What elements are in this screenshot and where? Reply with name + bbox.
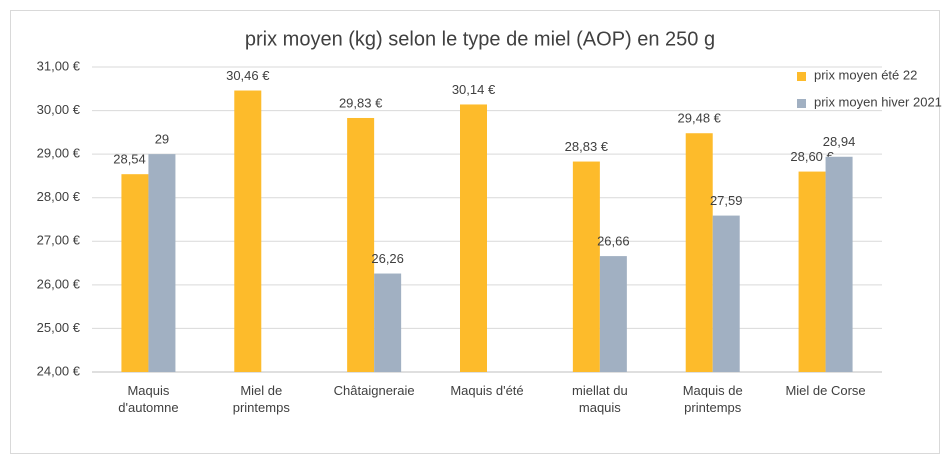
y-tick-label: 30,00 € <box>37 102 81 117</box>
bar <box>685 133 713 372</box>
bar <box>798 171 826 372</box>
bar <box>572 161 600 372</box>
bar <box>825 156 853 372</box>
legend-label: prix moyen été 22 <box>814 67 917 82</box>
bar <box>460 104 487 372</box>
y-tick-label: 31,00 € <box>37 58 81 73</box>
data-label: 30,46 € <box>226 68 270 83</box>
bar <box>374 273 402 372</box>
y-tick-label: 27,00 € <box>37 233 81 248</box>
data-label: 29 <box>155 132 169 147</box>
x-tick-label: Miel de printemps <box>233 383 291 415</box>
y-tick-label: 29,00 € <box>37 146 81 161</box>
x-tick-label: Maquis de printemps <box>683 383 743 415</box>
data-label: 29,48 € <box>678 111 722 126</box>
data-label: 26,26 <box>371 251 404 266</box>
bar <box>121 174 149 372</box>
data-label: 29,83 € <box>339 95 383 110</box>
x-tick-label: Maquis d'été <box>450 383 523 398</box>
legend-swatch <box>797 99 806 108</box>
x-tick-label: Miel de Corse <box>785 383 865 398</box>
bar <box>712 215 740 372</box>
bar <box>347 117 375 372</box>
x-tick-label: Châtaigneraie <box>334 383 415 398</box>
x-tick-label: miellat du maquis <box>572 383 628 415</box>
y-tick-label: 25,00 € <box>37 320 81 335</box>
data-label: 28,60 € <box>790 149 834 164</box>
legend-swatch <box>797 72 806 81</box>
y-tick-label: 24,00 € <box>37 363 81 378</box>
chart-title: prix moyen (kg) selon le type de miel (A… <box>245 28 715 50</box>
bar <box>234 90 262 373</box>
y-tick-label: 28,00 € <box>37 189 81 204</box>
data-label: 27,59 <box>710 193 743 208</box>
data-label: 28,94 <box>823 134 856 149</box>
data-label: 30,14 € <box>452 82 496 97</box>
data-label: 26,66 <box>597 234 630 249</box>
bar <box>148 154 176 372</box>
x-tick-label: Maquis d'automne <box>118 383 178 415</box>
data-label: 28,54 € <box>113 152 157 167</box>
y-tick-label: 26,00 € <box>37 276 81 291</box>
legend-label: prix moyen hiver 2021 <box>814 94 942 109</box>
bar <box>599 256 627 372</box>
data-label: 28,83 € <box>565 139 609 154</box>
